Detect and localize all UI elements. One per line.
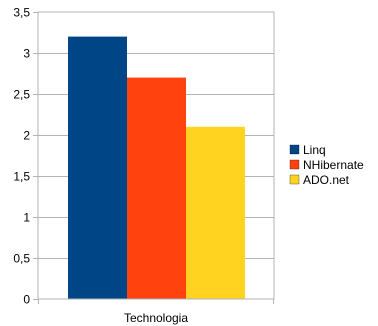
x-category-label: Technologia xyxy=(124,311,188,325)
y-tick-label: 3,5 xyxy=(13,6,30,20)
x-axis-tick-labels: Technologia xyxy=(38,299,274,325)
y-tick-label: 1,5 xyxy=(13,170,30,184)
legend-label: ADO.net xyxy=(303,173,350,187)
legend-swatch xyxy=(289,174,300,185)
y-tick-label: 1 xyxy=(23,211,30,225)
legend-swatch xyxy=(289,144,300,155)
legend-label: NHibernate xyxy=(303,158,364,172)
bars xyxy=(68,36,245,299)
legend-swatch xyxy=(289,159,300,170)
y-tick-label: 2 xyxy=(23,129,30,143)
legend-label: Linq xyxy=(303,143,326,157)
bar-nhibernate xyxy=(127,77,186,299)
bar-linq xyxy=(68,36,127,299)
y-tick-label: 0,5 xyxy=(13,252,30,266)
y-axis-tick-labels: 0 0,5 1 1,5 2 2,5 3 3,5 xyxy=(13,6,38,307)
bar-ado-net xyxy=(186,126,245,299)
y-tick-label: 0 xyxy=(23,293,30,307)
y-tick-label: 3 xyxy=(23,47,30,61)
plot-area-frame xyxy=(37,11,275,300)
y-tick-label: 2,5 xyxy=(13,88,30,102)
